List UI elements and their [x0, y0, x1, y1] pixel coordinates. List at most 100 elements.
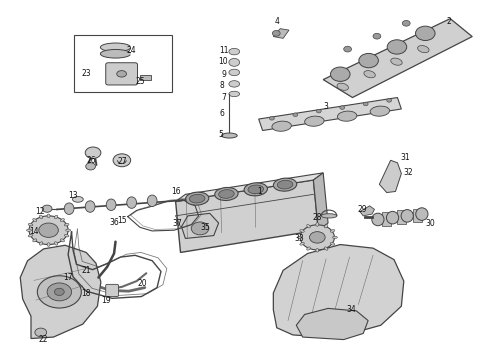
Text: 18: 18 [81, 289, 91, 298]
Polygon shape [181, 213, 219, 238]
Ellipse shape [401, 210, 414, 222]
Text: 36: 36 [109, 218, 119, 227]
Text: 29: 29 [357, 205, 367, 214]
Polygon shape [323, 19, 472, 98]
Ellipse shape [219, 190, 234, 198]
Ellipse shape [332, 236, 337, 238]
Text: 11: 11 [219, 46, 228, 55]
Text: 34: 34 [346, 305, 356, 314]
Ellipse shape [106, 199, 116, 211]
FancyBboxPatch shape [106, 284, 119, 297]
Ellipse shape [370, 106, 390, 116]
Circle shape [373, 33, 381, 39]
Ellipse shape [40, 215, 43, 219]
Bar [413, 209, 422, 222]
Polygon shape [175, 180, 318, 252]
Polygon shape [360, 206, 374, 216]
Ellipse shape [277, 180, 293, 189]
Ellipse shape [273, 178, 297, 191]
Ellipse shape [185, 192, 209, 205]
Polygon shape [296, 309, 368, 339]
Ellipse shape [189, 194, 205, 203]
Ellipse shape [215, 188, 238, 201]
Text: 22: 22 [39, 335, 49, 344]
Ellipse shape [297, 236, 302, 238]
Circle shape [272, 31, 280, 36]
Text: 7: 7 [221, 93, 226, 102]
Circle shape [416, 26, 435, 41]
Ellipse shape [229, 81, 240, 87]
Text: 16: 16 [171, 187, 180, 196]
Circle shape [42, 205, 52, 212]
Ellipse shape [300, 243, 304, 245]
Ellipse shape [47, 243, 50, 246]
Circle shape [85, 147, 101, 158]
Circle shape [310, 231, 325, 243]
Text: 20: 20 [138, 279, 147, 288]
Ellipse shape [64, 224, 69, 226]
Ellipse shape [54, 215, 58, 219]
Text: 26: 26 [86, 156, 96, 165]
Ellipse shape [147, 195, 157, 207]
Ellipse shape [28, 224, 33, 226]
Circle shape [402, 21, 410, 26]
Text: 9: 9 [221, 70, 226, 79]
Ellipse shape [33, 239, 37, 242]
Ellipse shape [229, 48, 240, 55]
Text: 21: 21 [81, 266, 91, 275]
Text: 28: 28 [313, 213, 322, 222]
Circle shape [343, 46, 351, 52]
Ellipse shape [244, 183, 268, 196]
Text: 15: 15 [117, 216, 127, 225]
Ellipse shape [85, 201, 95, 212]
Ellipse shape [127, 197, 137, 208]
Bar [397, 211, 406, 224]
Ellipse shape [28, 234, 33, 237]
Polygon shape [259, 98, 401, 131]
Ellipse shape [229, 69, 240, 76]
Ellipse shape [40, 242, 43, 245]
Circle shape [270, 117, 274, 120]
Ellipse shape [54, 242, 58, 245]
Ellipse shape [330, 230, 335, 232]
Ellipse shape [66, 229, 71, 231]
Circle shape [293, 113, 298, 117]
Ellipse shape [316, 248, 319, 252]
Ellipse shape [117, 71, 126, 77]
Text: 12: 12 [35, 207, 45, 216]
Ellipse shape [338, 111, 357, 121]
Circle shape [191, 222, 209, 235]
Circle shape [331, 67, 350, 81]
Ellipse shape [416, 208, 428, 220]
Text: 14: 14 [29, 227, 39, 236]
Circle shape [47, 283, 72, 301]
Circle shape [363, 102, 368, 106]
Polygon shape [20, 245, 101, 338]
Text: 27: 27 [117, 157, 127, 166]
Ellipse shape [221, 133, 237, 138]
Circle shape [35, 328, 47, 337]
Circle shape [39, 223, 58, 237]
Ellipse shape [417, 45, 429, 53]
Polygon shape [273, 29, 289, 39]
Circle shape [300, 225, 334, 250]
Ellipse shape [60, 219, 64, 221]
Text: 13: 13 [68, 191, 78, 200]
Circle shape [387, 40, 407, 54]
Text: 32: 32 [404, 168, 414, 177]
Circle shape [317, 109, 321, 113]
Ellipse shape [391, 58, 402, 65]
Ellipse shape [364, 71, 375, 78]
Text: 17: 17 [63, 273, 73, 282]
Text: 37: 37 [172, 219, 182, 228]
Polygon shape [273, 244, 404, 338]
Text: 24: 24 [127, 46, 136, 55]
Circle shape [54, 288, 64, 296]
FancyBboxPatch shape [106, 63, 138, 85]
Bar [74, 36, 172, 92]
Text: 4: 4 [274, 17, 279, 26]
Text: 31: 31 [400, 153, 410, 162]
Ellipse shape [64, 203, 74, 215]
Ellipse shape [248, 185, 264, 194]
Ellipse shape [64, 234, 69, 237]
